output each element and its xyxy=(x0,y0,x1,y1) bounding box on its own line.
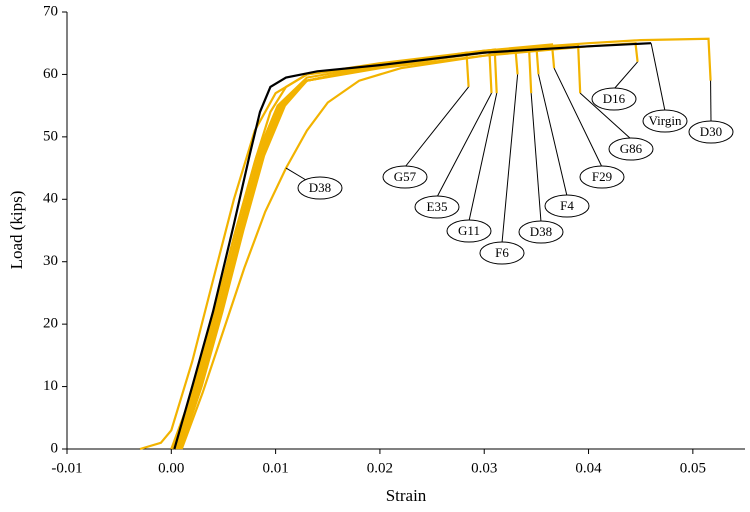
callout-leader xyxy=(579,92,632,140)
callout-label: D16 xyxy=(603,91,626,106)
y-tick-label: 50 xyxy=(43,128,58,144)
callout-label: G11 xyxy=(458,223,480,238)
callout-leader xyxy=(404,86,469,168)
callout-label: D30 xyxy=(700,124,722,139)
callout-bubble xyxy=(297,176,343,200)
callout-bubble xyxy=(608,137,654,161)
callout-label: E35 xyxy=(427,199,448,214)
callout-leader xyxy=(285,167,307,181)
callout-leader xyxy=(553,67,603,168)
series-line xyxy=(173,42,652,450)
callout-leader xyxy=(537,74,568,197)
y-tick-label: 0 xyxy=(51,440,59,456)
callout-leader xyxy=(468,93,498,222)
callout-leader xyxy=(650,43,666,112)
callout-leader xyxy=(530,93,542,223)
y-tick-label: 60 xyxy=(43,66,58,82)
callout-label: D38 xyxy=(530,224,552,239)
series-line xyxy=(180,48,533,450)
callout-bubble xyxy=(479,241,525,265)
callout-leader xyxy=(436,92,492,198)
y-tick-label: 40 xyxy=(43,191,58,207)
callout-leader xyxy=(613,61,638,90)
callout-bubble xyxy=(518,220,564,244)
callout-label: D38 xyxy=(309,180,331,195)
callout-bubble xyxy=(642,109,688,133)
x-tick-label: 0.04 xyxy=(575,460,602,476)
x-tick-label: 0.02 xyxy=(367,460,393,476)
callout-bubble xyxy=(414,195,460,219)
series-line xyxy=(179,51,470,450)
callout-label: F6 xyxy=(495,245,509,260)
x-tick-label: 0.01 xyxy=(262,460,288,476)
callout-bubble xyxy=(591,87,637,111)
callout-bubble xyxy=(579,165,625,189)
x-tick-label: 0.05 xyxy=(680,460,706,476)
series-line xyxy=(177,48,498,450)
callout-label: G57 xyxy=(394,169,417,184)
x-tick-label: 0.03 xyxy=(471,460,497,476)
callout-label: Virgin xyxy=(649,113,682,128)
y-tick-label: 10 xyxy=(43,378,58,394)
series-line xyxy=(178,42,639,450)
callout-bubble xyxy=(382,165,428,189)
callout-bubble xyxy=(544,194,590,218)
callout-label: F29 xyxy=(592,169,612,184)
callout-bubble xyxy=(446,219,492,243)
callout-label: G86 xyxy=(620,141,643,156)
x-axis-title: Strain xyxy=(386,486,427,505)
y-tick-label: 70 xyxy=(43,3,58,19)
y-tick-label: 30 xyxy=(43,253,58,269)
callout-bubble xyxy=(688,120,734,144)
callout-leader xyxy=(501,74,519,244)
y-tick-label: 20 xyxy=(43,316,58,332)
x-tick-label: -0.01 xyxy=(51,460,82,476)
y-axis-title: Load (kips) xyxy=(7,191,26,270)
callout-label: F4 xyxy=(560,198,574,213)
x-tick-label: 0.00 xyxy=(158,460,184,476)
